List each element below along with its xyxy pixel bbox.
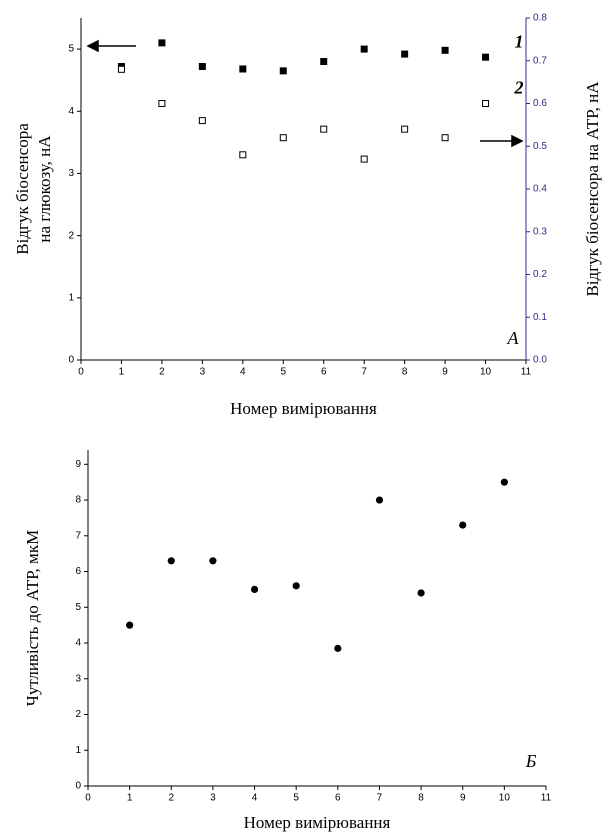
series-label: 1 xyxy=(515,31,524,51)
data-point xyxy=(482,53,490,61)
y-tick-label: 5 xyxy=(75,602,81,613)
x-tick-label: 0 xyxy=(85,793,91,804)
x-tick-label: 7 xyxy=(377,793,383,804)
y-tick-label: 3 xyxy=(75,673,81,684)
x-tick-label: 8 xyxy=(402,367,408,378)
y2-tick-label: 0.1 xyxy=(533,312,547,323)
data-point xyxy=(209,557,217,565)
data-point xyxy=(198,63,206,71)
y-tick-label: 3 xyxy=(68,168,74,179)
data-point xyxy=(126,621,134,629)
x-tick-label: 6 xyxy=(335,793,341,804)
y-axis-label: на глюкозу, нА xyxy=(35,135,54,243)
y-tick-label: 2 xyxy=(68,230,74,241)
data-point xyxy=(441,134,449,142)
y-tick-label: 1 xyxy=(68,292,74,303)
y2-tick-label: 0.5 xyxy=(533,141,547,152)
x-tick-label: 10 xyxy=(480,367,492,378)
y-tick-label: 2 xyxy=(75,709,81,720)
x-tick-label: 2 xyxy=(168,793,174,804)
y2-tick-label: 0.8 xyxy=(533,13,547,24)
data-point xyxy=(417,589,425,597)
y-axis-label: Відгук біосенсора xyxy=(13,123,32,255)
x-tick-label: 2 xyxy=(159,367,165,378)
y-tick-label: 8 xyxy=(75,495,81,506)
x-tick-label: 7 xyxy=(361,367,367,378)
data-point xyxy=(279,67,287,75)
data-point xyxy=(239,151,247,159)
data-point xyxy=(360,155,368,163)
data-point xyxy=(279,134,287,142)
x-tick-label: 4 xyxy=(240,367,246,378)
y2-tick-label: 0.3 xyxy=(533,226,547,237)
series-label: 2 xyxy=(514,78,524,98)
x-tick-label: 3 xyxy=(210,793,216,804)
x-tick-label: 9 xyxy=(460,793,466,804)
panel-label: A xyxy=(507,328,520,348)
x-tick-label: 5 xyxy=(280,367,286,378)
data-point xyxy=(375,496,384,504)
y2-tick-label: 0.2 xyxy=(533,269,547,280)
x-tick-label: 11 xyxy=(521,367,532,378)
x-axis-label: Номер вимірювання xyxy=(230,399,377,418)
x-tick-label: 8 xyxy=(418,793,424,804)
y-tick-label: 1 xyxy=(75,745,81,756)
y2-tick-label: 0.4 xyxy=(533,184,547,195)
data-point xyxy=(292,582,300,590)
data-point xyxy=(401,125,409,133)
x-tick-label: 9 xyxy=(442,367,448,378)
data-point xyxy=(239,65,247,73)
data-point xyxy=(320,58,328,66)
x-tick-label: 4 xyxy=(252,793,258,804)
data-point xyxy=(441,46,449,54)
data-point xyxy=(158,39,166,47)
data-point xyxy=(167,557,175,565)
data-point xyxy=(320,125,328,133)
y-tick-label: 0 xyxy=(75,781,81,792)
y-tick-label: 4 xyxy=(68,106,74,117)
y-tick-label: 7 xyxy=(75,530,81,541)
x-tick-label: 10 xyxy=(499,793,511,804)
arrow-right xyxy=(480,134,524,148)
x-axis-label: Номер вимірювання xyxy=(244,813,391,832)
y-tick-label: 4 xyxy=(75,638,81,649)
y2-tick-label: 0.0 xyxy=(533,355,547,366)
y-tick-label: 5 xyxy=(68,44,74,55)
y-tick-label: 6 xyxy=(75,566,81,577)
x-tick-label: 0 xyxy=(78,367,84,378)
data-point xyxy=(117,65,125,73)
data-point xyxy=(250,585,259,594)
data-point xyxy=(198,117,206,125)
data-point xyxy=(360,45,368,53)
y-tick-label: 0 xyxy=(68,355,74,366)
panel-label: Б xyxy=(525,751,537,771)
arrow-left xyxy=(86,39,136,53)
x-tick-label: 1 xyxy=(127,793,133,804)
y2-axis-label: Відгук біосенсора на АТР, нА xyxy=(583,81,602,297)
x-tick-label: 1 xyxy=(119,367,125,378)
data-point xyxy=(158,100,166,107)
y2-tick-label: 0.6 xyxy=(533,98,547,109)
y-axis-label: Чутливість до АТР, мкМ xyxy=(23,530,42,706)
x-tick-label: 6 xyxy=(321,367,327,378)
y2-tick-label: 0.7 xyxy=(533,55,547,66)
x-tick-label: 3 xyxy=(200,367,206,378)
data-point xyxy=(500,478,508,486)
y-tick-label: 9 xyxy=(75,459,81,470)
data-point xyxy=(334,644,342,652)
data-point xyxy=(401,50,409,58)
data-point xyxy=(459,521,467,529)
x-tick-label: 5 xyxy=(293,793,299,804)
x-tick-label: 11 xyxy=(541,793,552,804)
data-point xyxy=(482,100,490,107)
